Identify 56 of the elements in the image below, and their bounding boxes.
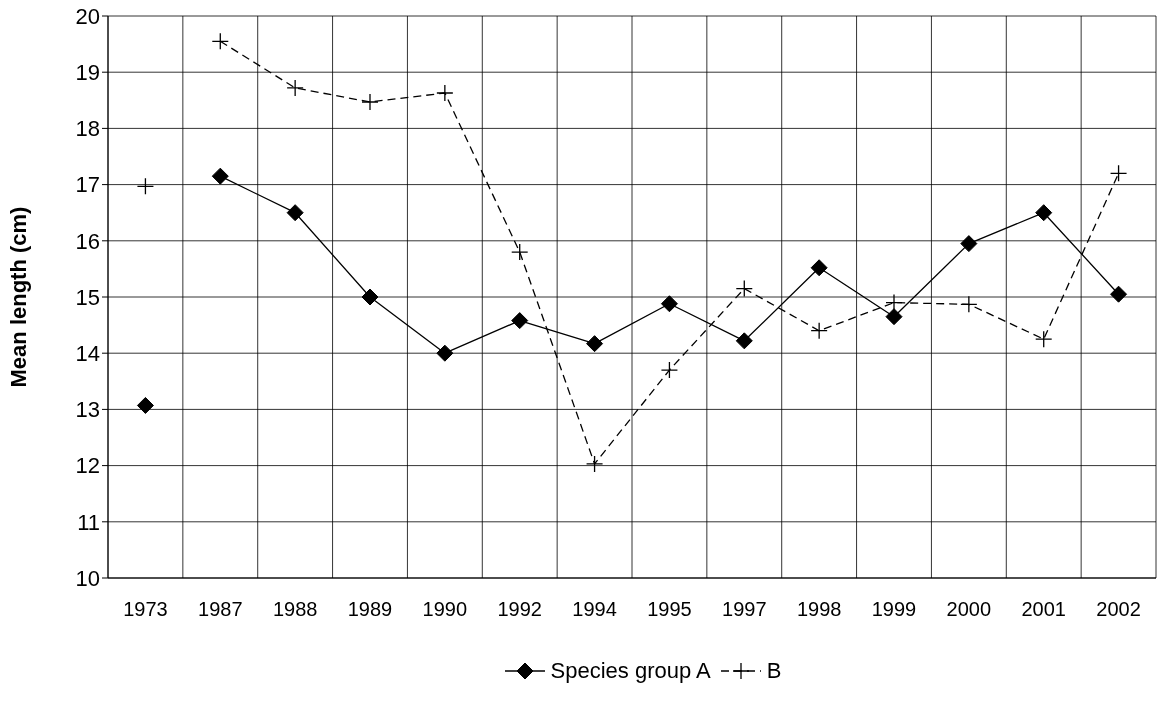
point <box>1110 285 1128 303</box>
point <box>361 93 379 111</box>
point <box>660 295 678 313</box>
x-tick-label: 1987 <box>198 598 243 621</box>
x-tick-label: 1997 <box>722 598 767 621</box>
x-tick-label: 2001 <box>1021 598 1066 621</box>
x-tick-label: 1999 <box>871 598 917 621</box>
point <box>511 243 529 261</box>
x-tick-label: 1988 <box>272 598 318 621</box>
point <box>436 344 454 362</box>
point <box>960 295 978 313</box>
y-tick-label: 16 <box>75 228 100 254</box>
x-tick-label: 1995 <box>647 598 692 621</box>
y-tick-label: 10 <box>75 565 100 591</box>
point <box>810 259 828 277</box>
point <box>735 332 753 350</box>
point <box>1035 330 1053 348</box>
point <box>286 204 304 222</box>
x-tick-label: 2002 <box>1096 598 1141 621</box>
y-tick-label: 17 <box>75 172 100 198</box>
point <box>586 335 604 353</box>
y-axis-title: Mean length (cm) <box>5 206 31 388</box>
x-tick-label: 1992 <box>497 598 542 621</box>
x-tick-label: 1998 <box>796 598 842 621</box>
point <box>1035 204 1053 222</box>
legend-label: B <box>766 658 782 684</box>
point <box>885 308 903 326</box>
x-tick-label: 1994 <box>572 598 617 621</box>
y-tick-label: 15 <box>75 284 100 310</box>
point <box>136 177 155 195</box>
point <box>211 167 229 185</box>
point <box>136 396 154 414</box>
y-tick-label: 20 <box>75 3 100 29</box>
y-tick-label: 18 <box>75 116 100 142</box>
x-tick-label: 1973 <box>123 598 168 621</box>
point <box>511 312 529 330</box>
x-tick-label: 1990 <box>422 598 468 621</box>
point <box>211 32 229 50</box>
y-tick-label: 12 <box>75 453 100 479</box>
point <box>810 322 828 340</box>
x-tick-label: 1989 <box>347 598 393 621</box>
point <box>585 455 604 473</box>
legend-label: Species group A <box>550 658 711 684</box>
x-tick-label: 2000 <box>946 598 992 621</box>
point <box>1109 164 1128 183</box>
point <box>960 235 978 253</box>
point <box>286 79 304 97</box>
point <box>735 279 753 298</box>
y-tick-label: 19 <box>75 60 100 86</box>
y-tick-label: 11 <box>77 509 100 535</box>
point <box>436 84 454 102</box>
point <box>885 293 903 312</box>
point <box>361 288 379 306</box>
y-tick-label: 13 <box>75 397 100 423</box>
y-tick-label: 14 <box>75 341 100 367</box>
point <box>660 361 679 379</box>
